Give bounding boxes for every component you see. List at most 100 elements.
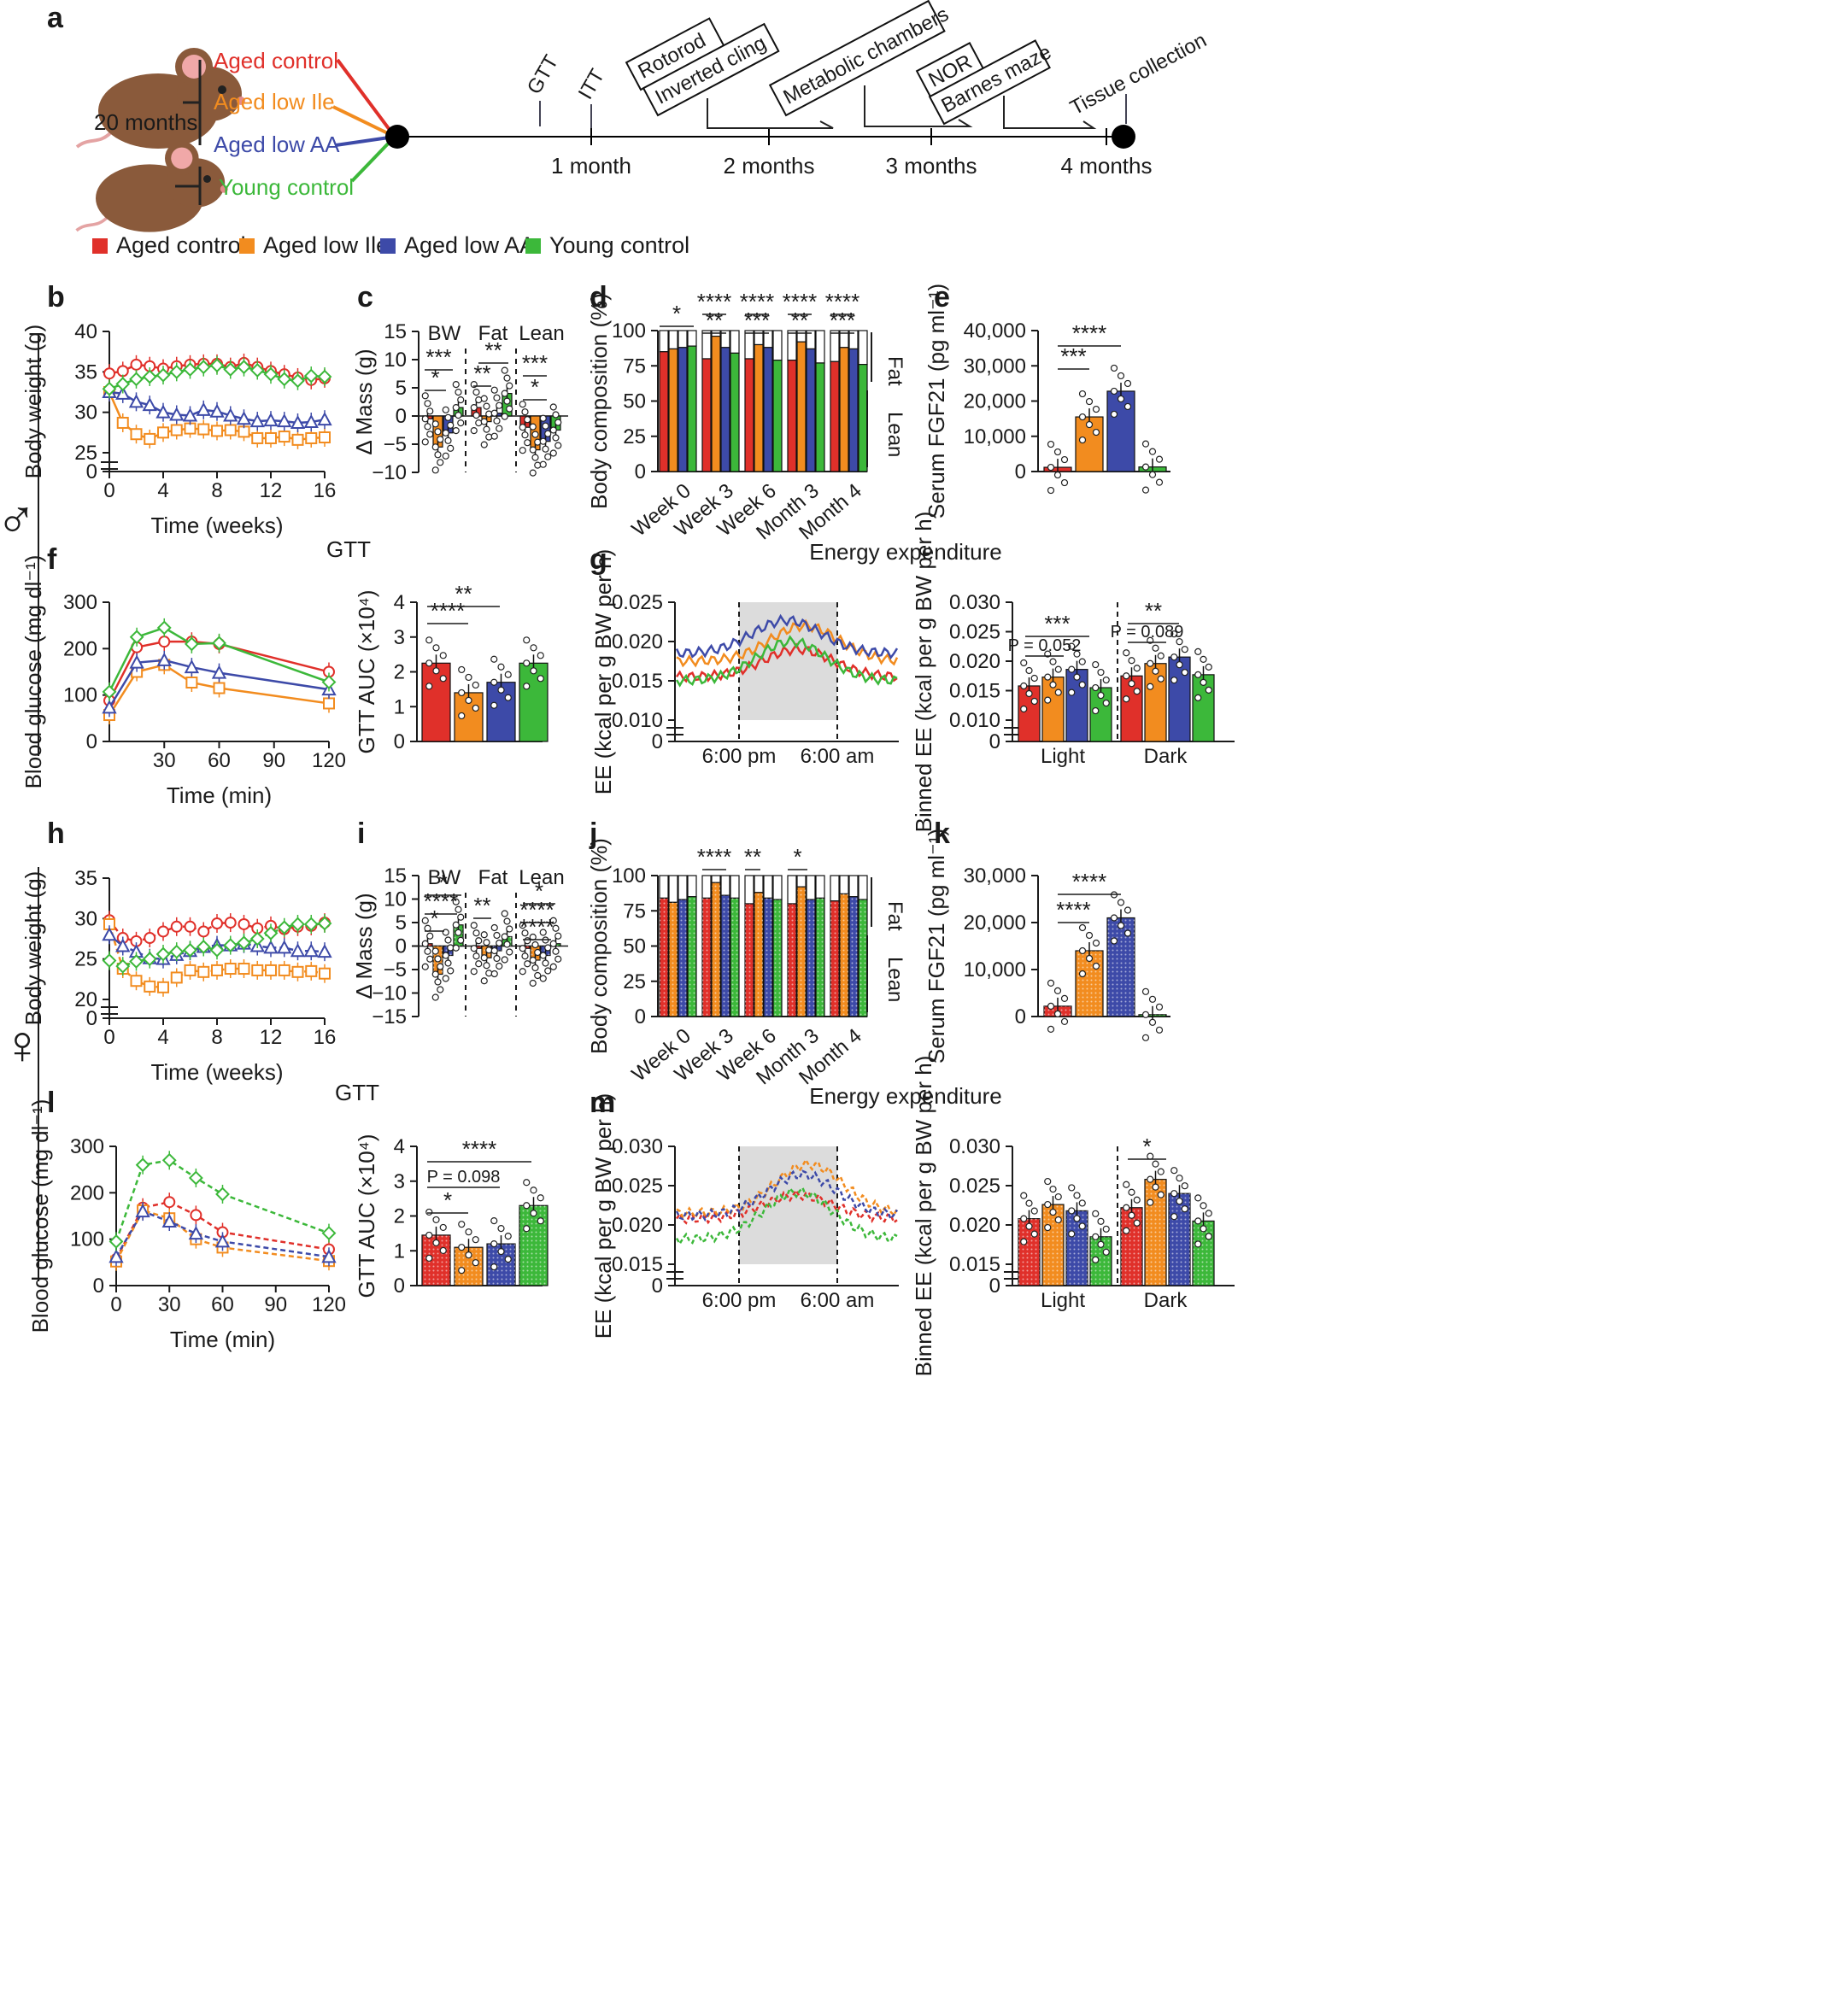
h-point-3-8	[209, 942, 225, 958]
e-bar-1-dot-3	[1078, 413, 1087, 421]
i-bar-6-dot-1	[493, 931, 501, 940]
g2-bar-0-dot-3	[1020, 682, 1028, 690]
c-bar-0-dot-5	[426, 431, 434, 438]
timeline-marker-0: 1 month	[551, 153, 631, 179]
m2-ytick-label-1: 0.015	[949, 1253, 1000, 1276]
i-bar-0-dot-6	[421, 963, 429, 970]
c-bar-11-dot-5	[554, 442, 562, 449]
c-ytick-label-5: 15	[384, 320, 407, 343]
mouse-ear-inner	[182, 55, 206, 79]
j-fat-bar-3-3	[815, 875, 825, 899]
g2-ytick-label-4: 0.025	[949, 621, 1000, 644]
event-gtt: GTT	[523, 51, 564, 98]
j-fat-bar-4-3	[858, 875, 868, 900]
mouse-eye	[203, 175, 211, 183]
l-point-2-2	[161, 1213, 177, 1228]
i-ytick-label-5: 10	[384, 888, 407, 911]
c-bar-8-dot-0	[519, 401, 526, 408]
i-bar-4-dot-3	[470, 945, 478, 952]
e-bar-3-dot-2	[1155, 455, 1164, 463]
b-point-1-13	[278, 431, 290, 443]
h-point-0-8	[211, 917, 223, 930]
h-point-1-10	[238, 963, 250, 976]
c-bar-4-dot-1	[472, 389, 480, 396]
e-ytick-label-3: 30,000	[964, 355, 1026, 378]
f2-bar-2-dot-5	[504, 694, 512, 701]
b-point-1-9	[224, 424, 237, 437]
i-bar-4-dot-6	[470, 968, 478, 976]
d-lean-bar-2-0	[744, 358, 754, 472]
c-bar-3-dot-1	[455, 389, 462, 396]
b-ytick-label-4: 40	[74, 320, 97, 343]
b-ytick-label-1: 25	[74, 442, 97, 465]
legend-swatch-3	[525, 238, 541, 254]
g2-bar-0-dot-0	[1020, 659, 1028, 667]
b-point-3-8	[209, 358, 225, 373]
j-lean-texture-4-2	[849, 896, 858, 1017]
l-point-2-4	[214, 1233, 231, 1248]
c-bar-3-dot-3	[452, 404, 460, 412]
f-point-0-2	[158, 636, 171, 648]
m-xtick-label-0: 6:00 pm	[702, 1289, 777, 1312]
f-series-2-line	[108, 659, 330, 708]
l2-bar-0-dot-2	[439, 1223, 447, 1232]
d-lean-bar-3-0	[787, 360, 797, 472]
c-ytick-label-3: 5	[396, 377, 407, 400]
i-bar-8-dot-4	[521, 952, 529, 960]
f2-bar-2-dot-6	[490, 701, 498, 709]
m2-bar-1-dot-5	[1054, 1216, 1062, 1224]
m2-ytick-label-4: 0.030	[949, 1135, 1000, 1158]
l2-bar-3-dot-6	[523, 1225, 531, 1233]
f2-bar-1-dot-6	[458, 712, 466, 720]
l-series-2-line	[114, 1210, 330, 1258]
c-bar-11-dot-1	[552, 411, 560, 419]
m-series-2-line	[675, 1169, 899, 1222]
h-point-3-0	[102, 953, 117, 968]
d-lean-bar-1-3	[730, 352, 740, 472]
event-metabolic-chambers-label: Metabolic chambers	[780, 3, 953, 109]
i-sig-5: ****	[519, 897, 554, 923]
e-sig-1: ****	[1072, 320, 1106, 346]
panel-letter-i: i	[357, 817, 365, 850]
d-fat-bar-2-3	[772, 330, 783, 361]
f2-ytick-label-4: 4	[394, 591, 405, 614]
b-point-1-14	[291, 433, 304, 446]
k-bar-1-dot-0	[1078, 923, 1087, 932]
group-connector-2	[335, 135, 396, 147]
c-bar-2-dot-5	[447, 444, 455, 452]
f2-ylabel: GTT AUC (×10⁴)	[354, 589, 379, 753]
c-sig-2: **	[484, 337, 502, 363]
i-bar-7-dot-4	[503, 940, 511, 948]
g2-bar-6-dot-4	[1176, 661, 1183, 669]
j-lean-texture-3-3	[816, 898, 824, 1017]
h-point-3-10	[237, 935, 251, 951]
m2-bar-4-dot-2	[1133, 1196, 1141, 1204]
panel-letter-e: e	[934, 281, 950, 313]
b-point-1-15	[305, 431, 318, 444]
timeline-marker-3: 4 months	[1061, 153, 1153, 179]
j-lean-texture-3-1	[797, 887, 806, 1017]
i-bar-9-dot-3	[529, 956, 537, 964]
f2-sig-0: **	[455, 581, 472, 606]
g2-bar-5-dot-2	[1157, 652, 1165, 659]
g-xtick-label-1: 6:00 am	[801, 745, 875, 768]
b-point-2-7	[196, 401, 211, 416]
i-bar-1-dot-4	[434, 978, 442, 986]
c-bar-0-dot-3	[421, 415, 429, 423]
f-point-2-2	[156, 652, 172, 666]
j-fat-bar-4-2	[848, 875, 859, 898]
l-point-3-0	[109, 1233, 124, 1249]
h-point-2-14	[290, 943, 306, 958]
g2-bar-2-dot-0	[1068, 642, 1076, 650]
c-bar-6-dot-2	[496, 401, 503, 409]
c-bar-5-dot-5	[485, 433, 493, 441]
l-ytick-label-1: 100	[70, 1228, 104, 1251]
g2-bar-6-dot-5	[1181, 669, 1188, 677]
m-ytick-label-0: 0	[652, 1274, 663, 1298]
m-ytick-label-1: 0.015	[612, 1253, 663, 1276]
h-point-0-4	[157, 925, 169, 938]
h-ytick-label-3: 30	[74, 907, 97, 930]
g-series-2-line	[675, 613, 899, 660]
d-sig-0: *	[672, 301, 681, 326]
j-fat-bar-4-0	[830, 875, 840, 902]
